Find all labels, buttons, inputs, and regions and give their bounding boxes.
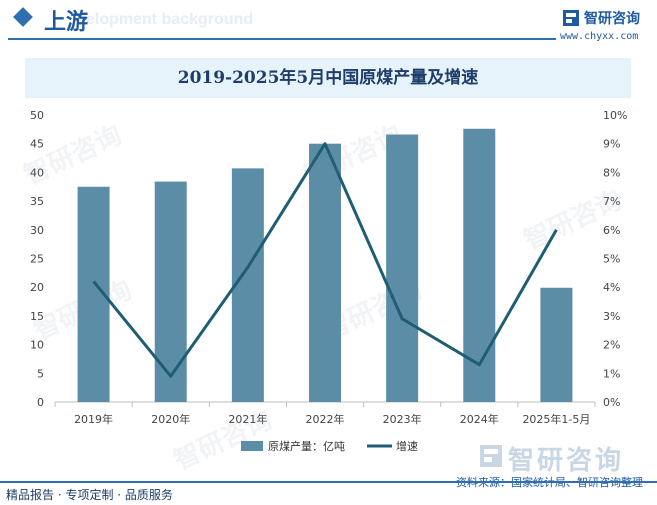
y-left-tick-label: 5 xyxy=(37,367,44,380)
y-left-tick-label: 30 xyxy=(30,224,44,237)
y-right-tick-label: 8% xyxy=(603,166,620,179)
bar xyxy=(386,134,419,402)
y-right-tick-label: 10% xyxy=(603,109,627,122)
y-right-tick-label: 2% xyxy=(603,339,620,352)
x-tick-label: 2024年 xyxy=(460,412,499,426)
y-left-tick-label: 0 xyxy=(37,396,44,409)
bar xyxy=(154,181,187,402)
y-left-tick-label: 15 xyxy=(30,310,44,323)
bar xyxy=(231,168,264,402)
source-logo-icon xyxy=(480,445,502,467)
x-tick-label: 2020年 xyxy=(151,412,190,426)
legend-line-label: 增速 xyxy=(396,439,418,453)
brand-name: 智研咨询 xyxy=(584,11,640,27)
chart-title-bar: 2019-2025年5月中国原煤产量及增速 xyxy=(25,58,631,98)
x-tick-label: 2021年 xyxy=(228,412,267,426)
y-left-tick-label: 50 xyxy=(30,109,44,122)
legend-bar-label: 原煤产量：亿吨 xyxy=(268,439,345,453)
chart-title: 2019-2025年5月中国原煤产量及增速 xyxy=(177,68,479,88)
y-right-tick-label: 7% xyxy=(603,195,620,208)
y-left-tick-label: 25 xyxy=(30,253,44,266)
y-right-tick-label: 3% xyxy=(603,310,620,323)
y-right-tick-label: 1% xyxy=(603,367,620,380)
y-left-tick-label: 35 xyxy=(30,195,44,208)
header-divider xyxy=(8,38,556,40)
footer-divider xyxy=(0,481,657,483)
y-right-tick-label: 4% xyxy=(603,281,620,294)
background-text: elopment background xyxy=(86,11,254,28)
bar xyxy=(540,287,573,402)
y-left-tick-label: 45 xyxy=(30,138,44,151)
source-logo-text: 智研咨询 xyxy=(508,446,625,476)
x-tick-label: 2022年 xyxy=(306,412,345,426)
brand-logo-icon xyxy=(563,10,579,26)
legend-bar-swatch xyxy=(241,441,263,451)
x-tick-label: 2023年 xyxy=(383,412,422,426)
brand-url: www.chyxx.com xyxy=(560,31,639,42)
footer-slogan: 精品报告 · 专项定制 · 品质服务 xyxy=(6,488,173,502)
y-right-tick-label: 5% xyxy=(603,253,620,266)
y-right-tick-label: 0% xyxy=(603,396,620,409)
diamond-icon xyxy=(13,7,33,27)
y-left-tick-label: 20 xyxy=(30,281,44,294)
bar xyxy=(309,143,341,402)
y-right-tick-label: 9% xyxy=(603,138,620,151)
section-title: 上游 xyxy=(44,10,89,35)
y-left-tick-label: 40 xyxy=(30,166,44,179)
chart: 0 5 10 15 20 25 30 35 40 45 50 0% 1% 2% 3% 4% 5% 6% 7% 8% 9%… xyxy=(30,109,627,453)
bar xyxy=(463,128,496,402)
y-left-tick-label: 10 xyxy=(30,339,44,352)
growth-line xyxy=(92,142,558,378)
y-right-tick-label: 6% xyxy=(603,224,620,237)
x-tick-label: 2019年 xyxy=(74,412,113,426)
x-tick-label: 2025年1-5月 xyxy=(522,412,590,426)
header: elopment background 上游 智研咨询 www.chyxx.co… xyxy=(0,0,657,44)
